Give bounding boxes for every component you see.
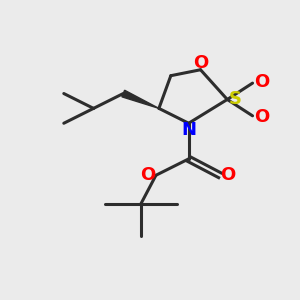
Text: N: N: [182, 121, 197, 139]
Text: S: S: [229, 90, 242, 108]
Text: O: O: [140, 166, 155, 184]
Text: O: O: [254, 108, 269, 126]
Polygon shape: [122, 90, 159, 108]
Text: O: O: [254, 73, 269, 91]
Text: O: O: [220, 166, 236, 184]
Text: O: O: [194, 54, 209, 72]
